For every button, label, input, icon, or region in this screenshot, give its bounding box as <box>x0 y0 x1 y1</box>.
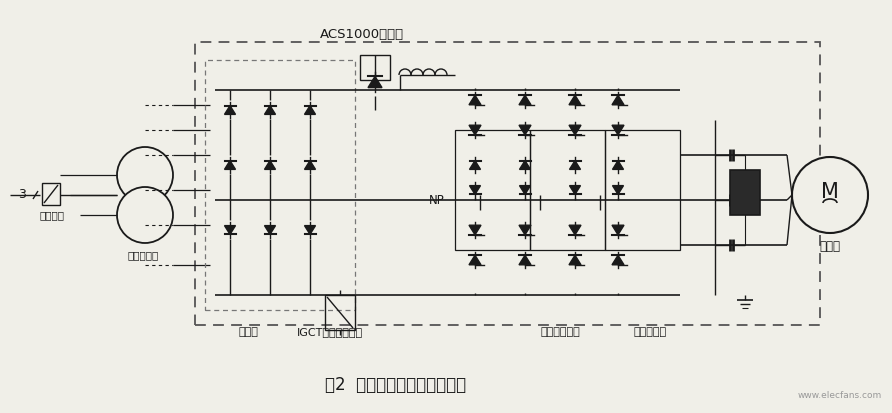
Text: NP: NP <box>429 194 445 206</box>
Text: 整流器: 整流器 <box>238 327 258 337</box>
Polygon shape <box>519 95 531 105</box>
Bar <box>360 55 390 80</box>
Polygon shape <box>304 225 316 235</box>
Circle shape <box>117 147 173 203</box>
Polygon shape <box>304 161 316 169</box>
Circle shape <box>792 157 868 233</box>
Bar <box>455 130 530 250</box>
Bar <box>530 130 605 250</box>
Text: 输出滤波器: 输出滤波器 <box>633 327 666 337</box>
Polygon shape <box>265 161 276 169</box>
Bar <box>195 42 820 325</box>
Polygon shape <box>304 106 316 114</box>
Text: 图2  变频调速系统原理接线图: 图2 变频调速系统原理接线图 <box>326 376 467 394</box>
Polygon shape <box>519 161 531 169</box>
Text: M: M <box>821 182 839 202</box>
Polygon shape <box>613 161 624 169</box>
Text: www.elecfans.com: www.elecfans.com <box>797 391 882 399</box>
Text: 3: 3 <box>18 188 26 202</box>
Polygon shape <box>265 106 276 114</box>
Polygon shape <box>225 161 235 169</box>
Polygon shape <box>569 225 581 235</box>
Polygon shape <box>469 185 481 195</box>
Bar <box>205 60 355 310</box>
Polygon shape <box>469 225 481 235</box>
Bar <box>605 130 680 250</box>
Polygon shape <box>612 95 624 105</box>
Polygon shape <box>519 125 531 135</box>
Polygon shape <box>612 225 624 235</box>
Polygon shape <box>569 125 581 135</box>
Polygon shape <box>225 106 235 114</box>
Bar <box>325 295 355 330</box>
Text: 隔离变压器: 隔离变压器 <box>128 250 159 260</box>
Bar <box>730 170 760 215</box>
Polygon shape <box>519 185 531 195</box>
Polygon shape <box>469 125 481 135</box>
Polygon shape <box>569 161 581 169</box>
Polygon shape <box>613 185 624 195</box>
Bar <box>42 183 60 205</box>
Polygon shape <box>612 255 624 265</box>
Text: 电动机: 电动机 <box>820 240 840 254</box>
Text: 三电平逆变器: 三电平逆变器 <box>541 327 580 337</box>
Circle shape <box>117 187 173 243</box>
Polygon shape <box>225 225 235 235</box>
Polygon shape <box>569 255 581 265</box>
Polygon shape <box>519 255 531 265</box>
Polygon shape <box>265 225 276 235</box>
Polygon shape <box>569 95 581 105</box>
Polygon shape <box>469 255 481 265</box>
Polygon shape <box>569 185 581 195</box>
Polygon shape <box>519 225 531 235</box>
Polygon shape <box>469 161 481 169</box>
Polygon shape <box>612 125 624 135</box>
Text: ACS1000变频器: ACS1000变频器 <box>320 28 404 41</box>
Text: IGCT保护直流母排: IGCT保护直流母排 <box>297 327 363 337</box>
Polygon shape <box>469 95 481 105</box>
Text: 主断路器: 主断路器 <box>39 210 64 220</box>
Polygon shape <box>368 76 382 88</box>
